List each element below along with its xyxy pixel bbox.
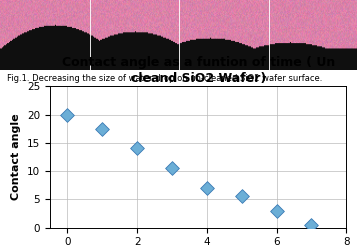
Point (169, 166, 175, 170)
Text: Fig.1. Decreasing the size of water drop on un-cleaned SiO2 wafer surface.: Fig.1. Decreasing the size of water drop… (7, 74, 322, 82)
Point (65, 112, 70, 116)
Point (204, 186, 210, 190)
Title: Contact angle as a funtion of time ( Un
cleand SiO2 Wafer): Contact angle as a funtion of time ( Un … (61, 56, 335, 85)
Point (134, 146, 140, 150)
Y-axis label: Contact angle: Contact angle (11, 114, 21, 200)
Point (274, 208, 280, 212)
Point (99, 127, 105, 131)
Point (308, 223, 314, 227)
Point (239, 194, 245, 198)
